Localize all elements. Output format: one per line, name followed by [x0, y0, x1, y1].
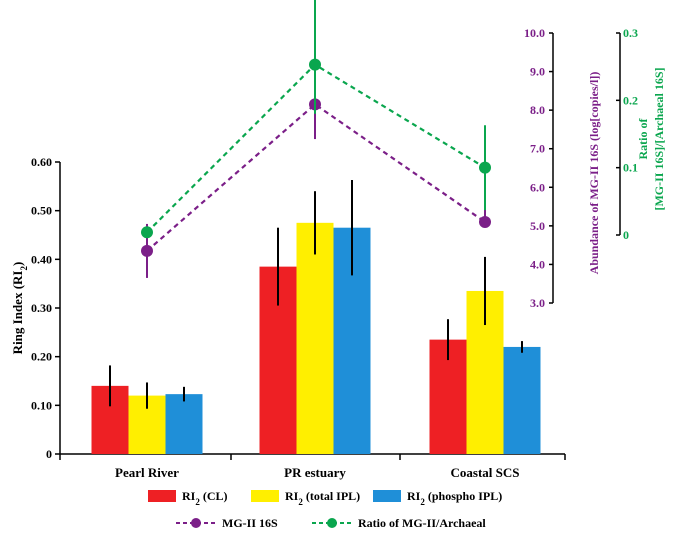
left-axis-tick-label: 0.30: [31, 301, 52, 315]
bar: [503, 346, 541, 454]
left-axis-tick-label: 0.60: [31, 155, 52, 169]
right-axis-1-tick-label: 3.0: [530, 296, 545, 310]
mg2-marker: [479, 216, 491, 228]
left-axis-tick-label: 0.10: [31, 398, 52, 412]
right-axis-1-tick-label: 10.0: [524, 26, 545, 40]
legend-swatch: [373, 490, 401, 502]
right-axis-1-tick-label: 8.0: [530, 103, 545, 117]
right-axis-2-title-line2: [MG-II 16S]/[Archaeal 16S]: [652, 67, 666, 210]
ratio-marker: [141, 226, 153, 239]
left-axis-tick-label: 0.50: [31, 204, 52, 218]
legend-label: RI2 (CL): [182, 489, 228, 507]
legend-label: RI2 (total IPL): [285, 489, 360, 507]
legend-label: MG-II 16S: [222, 516, 278, 530]
right-axis-1-tick-label: 4.0: [530, 257, 545, 271]
ratio-marker: [309, 58, 321, 71]
right-axis-1-tick-label: 9.0: [530, 65, 545, 79]
left-axis-tick-label: 0: [46, 447, 52, 461]
right-axis-1-tick-label: 5.0: [530, 219, 545, 233]
left-axis-tick-label: 0.40: [31, 252, 52, 266]
right-axis-2-tick-label: 0.3: [623, 26, 638, 40]
mg2-marker: [141, 244, 153, 257]
legend-swatch: [148, 490, 176, 502]
x-axis-category-label: Pearl River: [115, 465, 179, 480]
x-axis-category-label: PR estuary: [284, 465, 346, 480]
mg2-dashed-line: [146, 102, 486, 252]
right-axis-2-tick-label: 0.2: [623, 93, 638, 107]
x-axis-category-label: Coastal SCS: [451, 465, 520, 480]
legend-label: RI2 (phospho IPL): [407, 489, 502, 507]
right-axis-1-tick-label: 7.0: [530, 142, 545, 156]
right-axis-2-title-line1: Ratio of: [636, 118, 650, 160]
bar: [165, 394, 203, 454]
left-axis-tick-label: 0.20: [31, 350, 52, 364]
legend-swatch: [251, 490, 279, 502]
right-axis-2-tick-label: 0: [623, 228, 629, 242]
bar: [296, 222, 334, 454]
right-axis-1-tick-label: 6.0: [530, 180, 545, 194]
legend-line-marker: [327, 518, 337, 528]
right-axis-1-title: Abundance of MG-II 16S (log[copies/l]): [587, 72, 601, 275]
ratio-marker: [479, 161, 491, 174]
left-axis-title: Ring Index (RI2): [10, 262, 29, 355]
legend-label: Ratio of MG-II/Archaeal: [358, 516, 486, 530]
right-axis-2-tick-label: 0.1: [623, 161, 638, 175]
legend-line-marker: [191, 518, 201, 528]
